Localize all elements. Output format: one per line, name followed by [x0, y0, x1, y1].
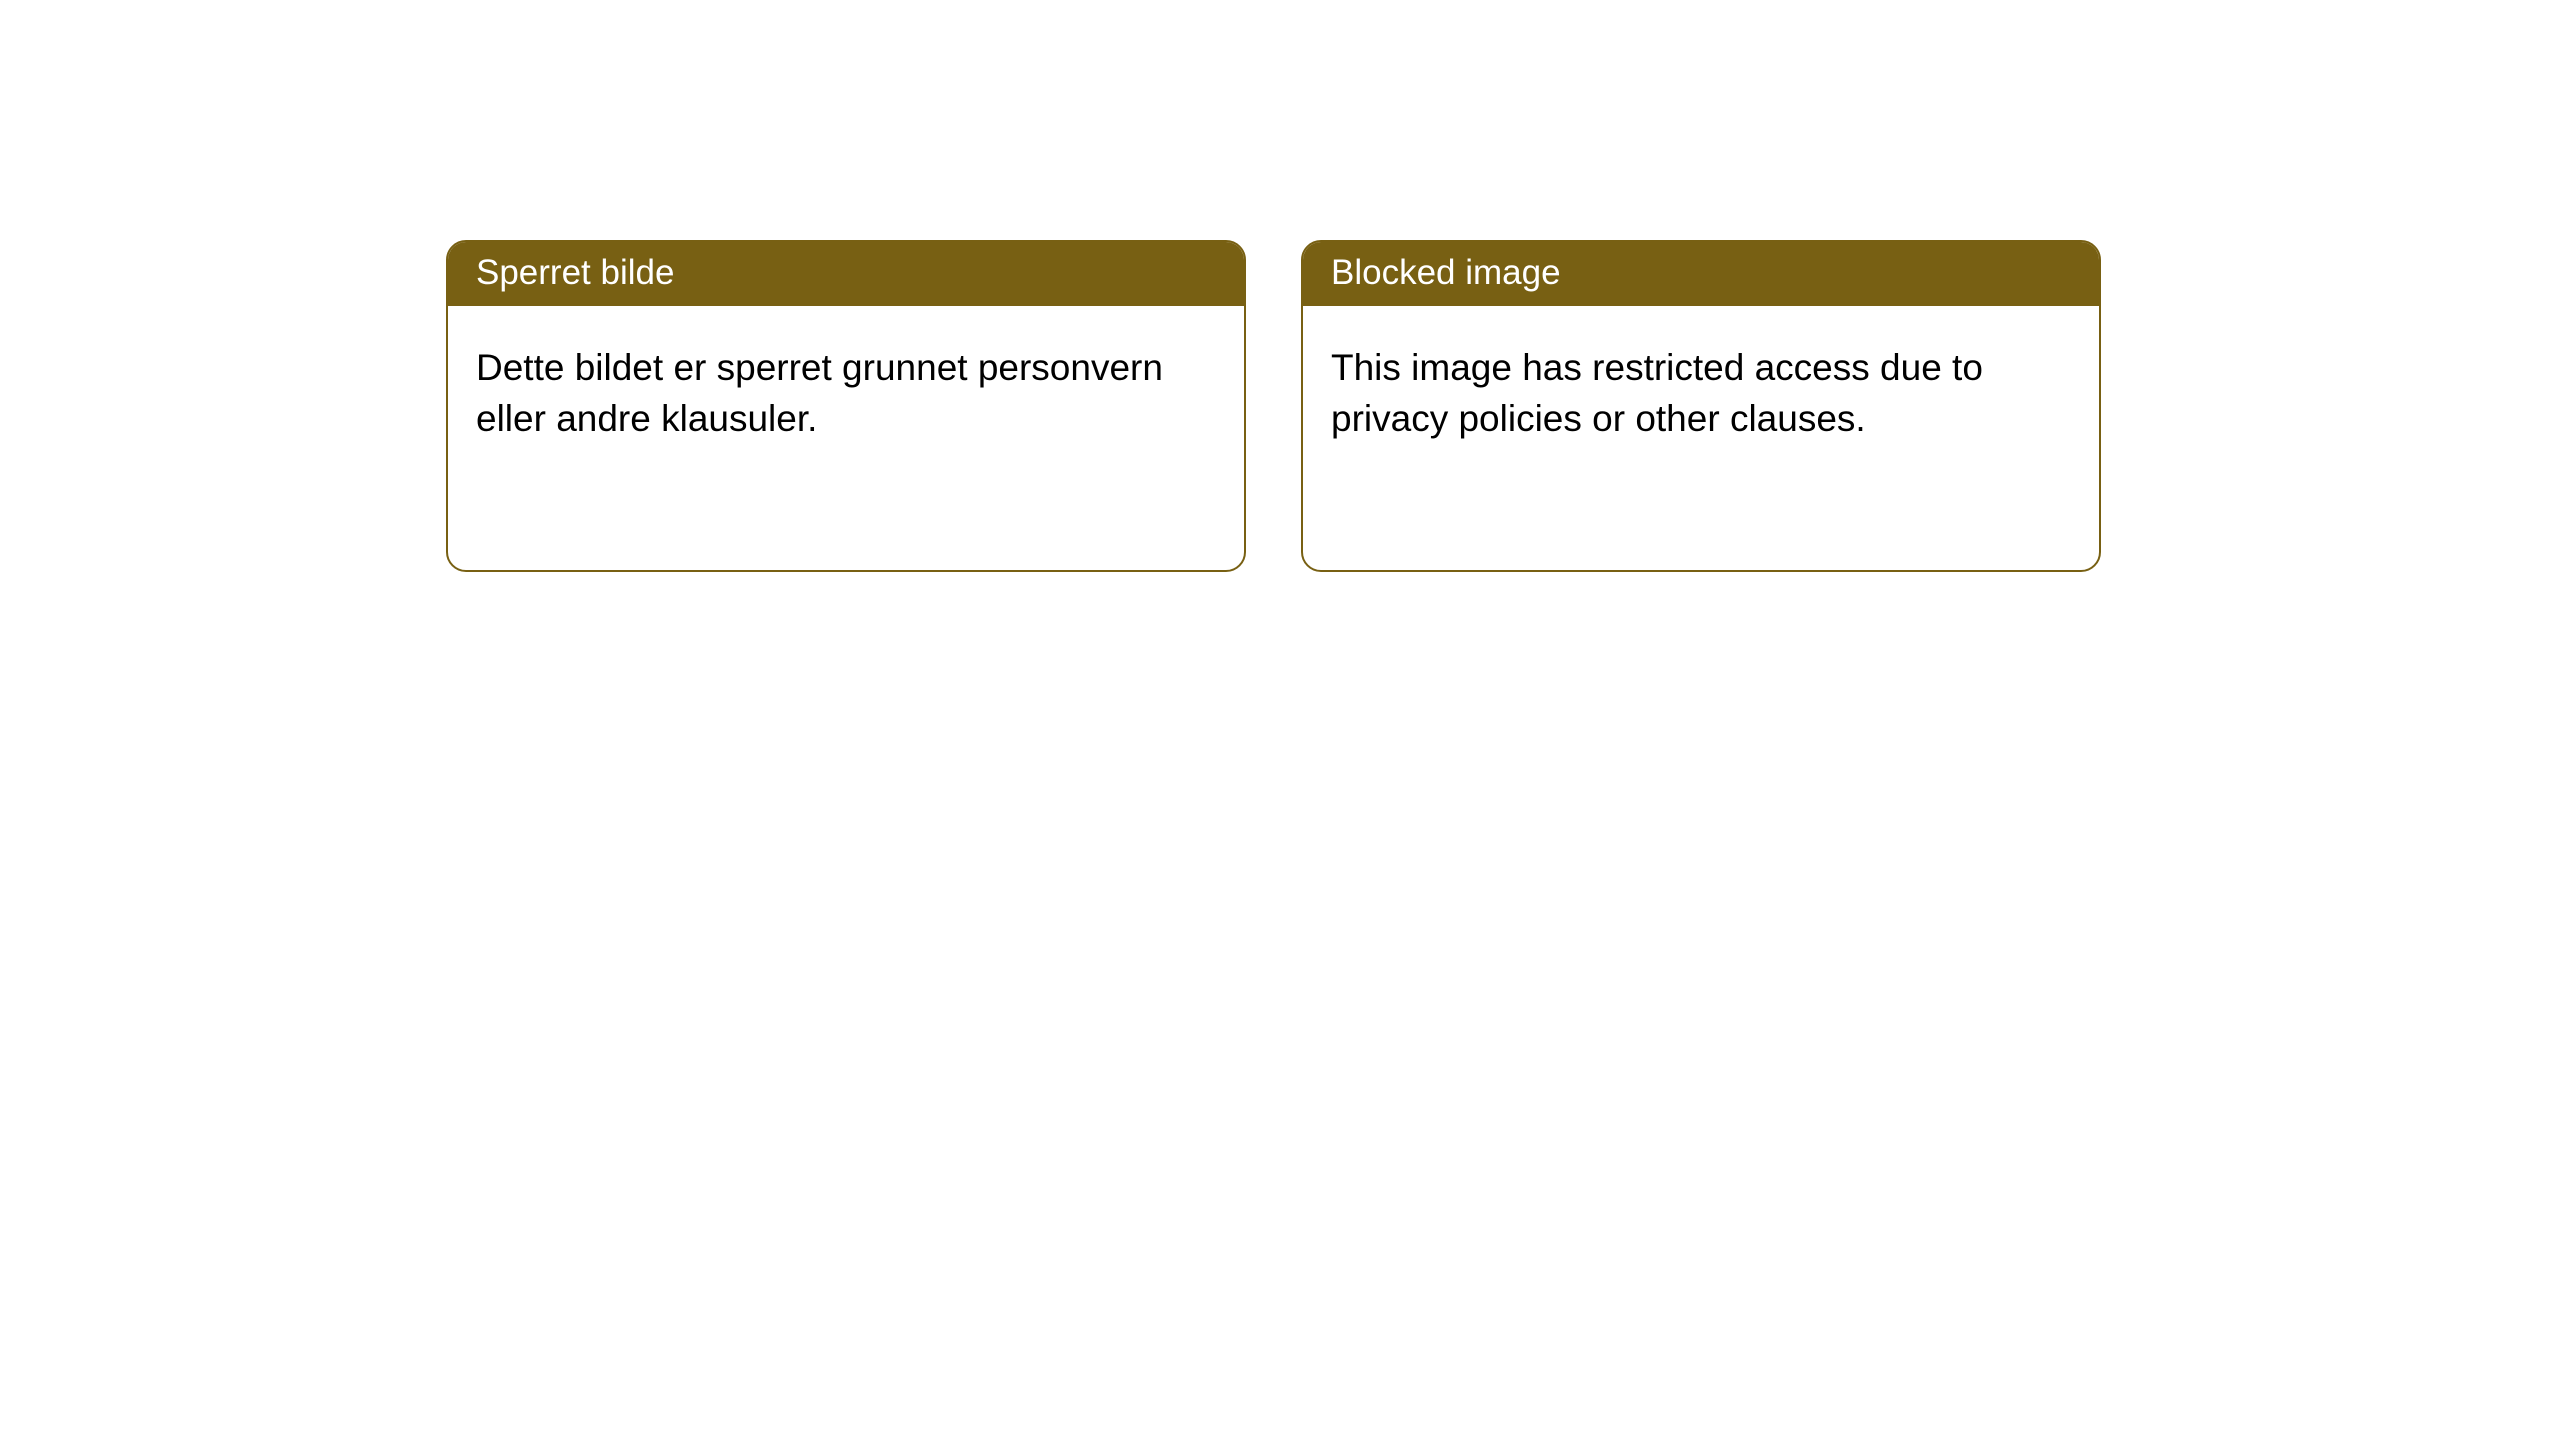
- notice-body: Dette bildet er sperret grunnet personve…: [448, 306, 1244, 465]
- notice-card-english: Blocked image This image has restricted …: [1301, 240, 2101, 572]
- notice-container: Sperret bilde Dette bildet er sperret gr…: [0, 0, 2560, 572]
- notice-card-norwegian: Sperret bilde Dette bildet er sperret gr…: [446, 240, 1246, 572]
- notice-header: Blocked image: [1303, 242, 2099, 306]
- notice-body: This image has restricted access due to …: [1303, 306, 2099, 465]
- notice-header: Sperret bilde: [448, 242, 1244, 306]
